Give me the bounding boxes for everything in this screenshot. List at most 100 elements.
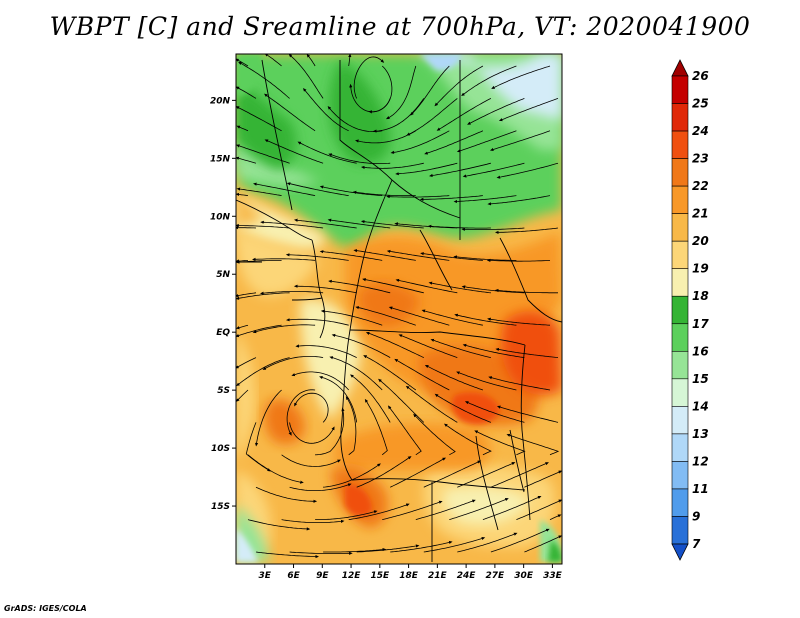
streamline [345,396,357,456]
streamline [421,309,483,326]
lat-tick-label: 15S [211,502,230,512]
streamline [549,514,562,520]
colorbar-segment [671,406,689,435]
streamline [487,195,551,206]
streamline [236,324,282,338]
streamline [291,371,349,391]
streamline [428,281,491,294]
streamline [320,309,383,326]
streamline [356,544,420,553]
streamline [365,331,424,358]
streamline [255,486,318,503]
streamline [289,422,335,444]
streamline [364,398,388,456]
streamline [462,162,525,178]
streamline [494,288,558,294]
temperature-region [236,54,262,98]
streamline [306,54,316,67]
streamline [355,306,416,326]
streamline [495,347,559,358]
lon-tick-label: 15E [370,571,390,581]
temperature-region [250,54,562,150]
streamline [327,218,391,229]
lon-tick-label: 12E [342,571,362,581]
colorbar-top-arrow [671,59,689,77]
colorbar-label: 22 [692,179,709,193]
streamline [348,54,352,67]
streamline [495,227,559,234]
streamline [323,463,381,488]
streamline [387,405,422,456]
temperature-field [236,54,562,564]
streamline [419,195,483,201]
streamline [429,162,491,178]
streamline [390,457,447,488]
streamline [236,144,290,164]
colorbar-label: 24 [692,124,709,138]
streamline [286,318,349,326]
colorbar-label: 21 [692,207,709,221]
colorbar-label: 16 [692,344,709,358]
streamline [319,376,358,423]
streamline [236,324,249,330]
streamline [302,87,349,132]
streamline [281,454,341,467]
colorbar-segment [671,295,689,325]
streamline [350,374,391,423]
colorbar-label: 13 [692,427,709,441]
temperature-region [500,311,562,396]
streamline [294,392,329,423]
streamline [524,470,562,488]
streamline [236,357,290,387]
streamline [491,65,551,89]
streamline [236,223,290,229]
streamline [236,192,249,197]
border-line [261,59,293,211]
streamline [467,98,525,125]
streamline [390,130,450,154]
border-line [509,429,525,493]
streamline [236,106,282,132]
colorbar-segment [671,433,689,462]
colorbar-label: 18 [692,289,709,303]
streamline [398,334,458,358]
temperature-region [236,330,256,460]
streamline [462,343,525,358]
streamline [329,356,383,391]
colorbar-segment [671,75,689,104]
streamline [297,141,357,164]
streamline [264,93,316,132]
border-line [351,478,526,491]
lon-tick-label: 3E [259,571,272,581]
streamline [319,250,383,261]
lat-tick-label: 5S [217,386,230,396]
streamline [474,430,526,456]
streamline [464,401,525,423]
streamline [253,182,316,196]
streamline [361,162,424,169]
temperature-region [236,230,320,297]
colorbar-label: 19 [692,262,709,276]
streamline [506,433,560,456]
colorbar-bottom-arrow [671,543,689,561]
streamline [356,456,412,488]
colorbar-segment [671,213,689,242]
border-line [499,237,562,323]
colorbar-segment [671,323,689,352]
streamline [260,291,324,295]
colorbar: 26 25 24 23 22 21 20 19 18 17 16 15 14 13 12 11 9 7 [671,59,709,561]
colorbar-segment [671,268,689,297]
lat-tick-label: 10S [211,444,230,454]
colorbar-label: 25 [692,97,709,111]
streamline [395,162,458,176]
latitude-axis: 20N 15N 10N 5N EQ 5S 10S 15S [210,96,236,512]
streamline [355,130,417,144]
streamline [319,185,383,196]
temperature-region [236,140,320,186]
lat-tick-label: 15N [210,154,231,164]
streamline [236,389,249,402]
streamline [315,510,378,520]
temperature-region [329,60,391,164]
streamline [264,139,324,164]
colorbar-segment [671,130,689,159]
